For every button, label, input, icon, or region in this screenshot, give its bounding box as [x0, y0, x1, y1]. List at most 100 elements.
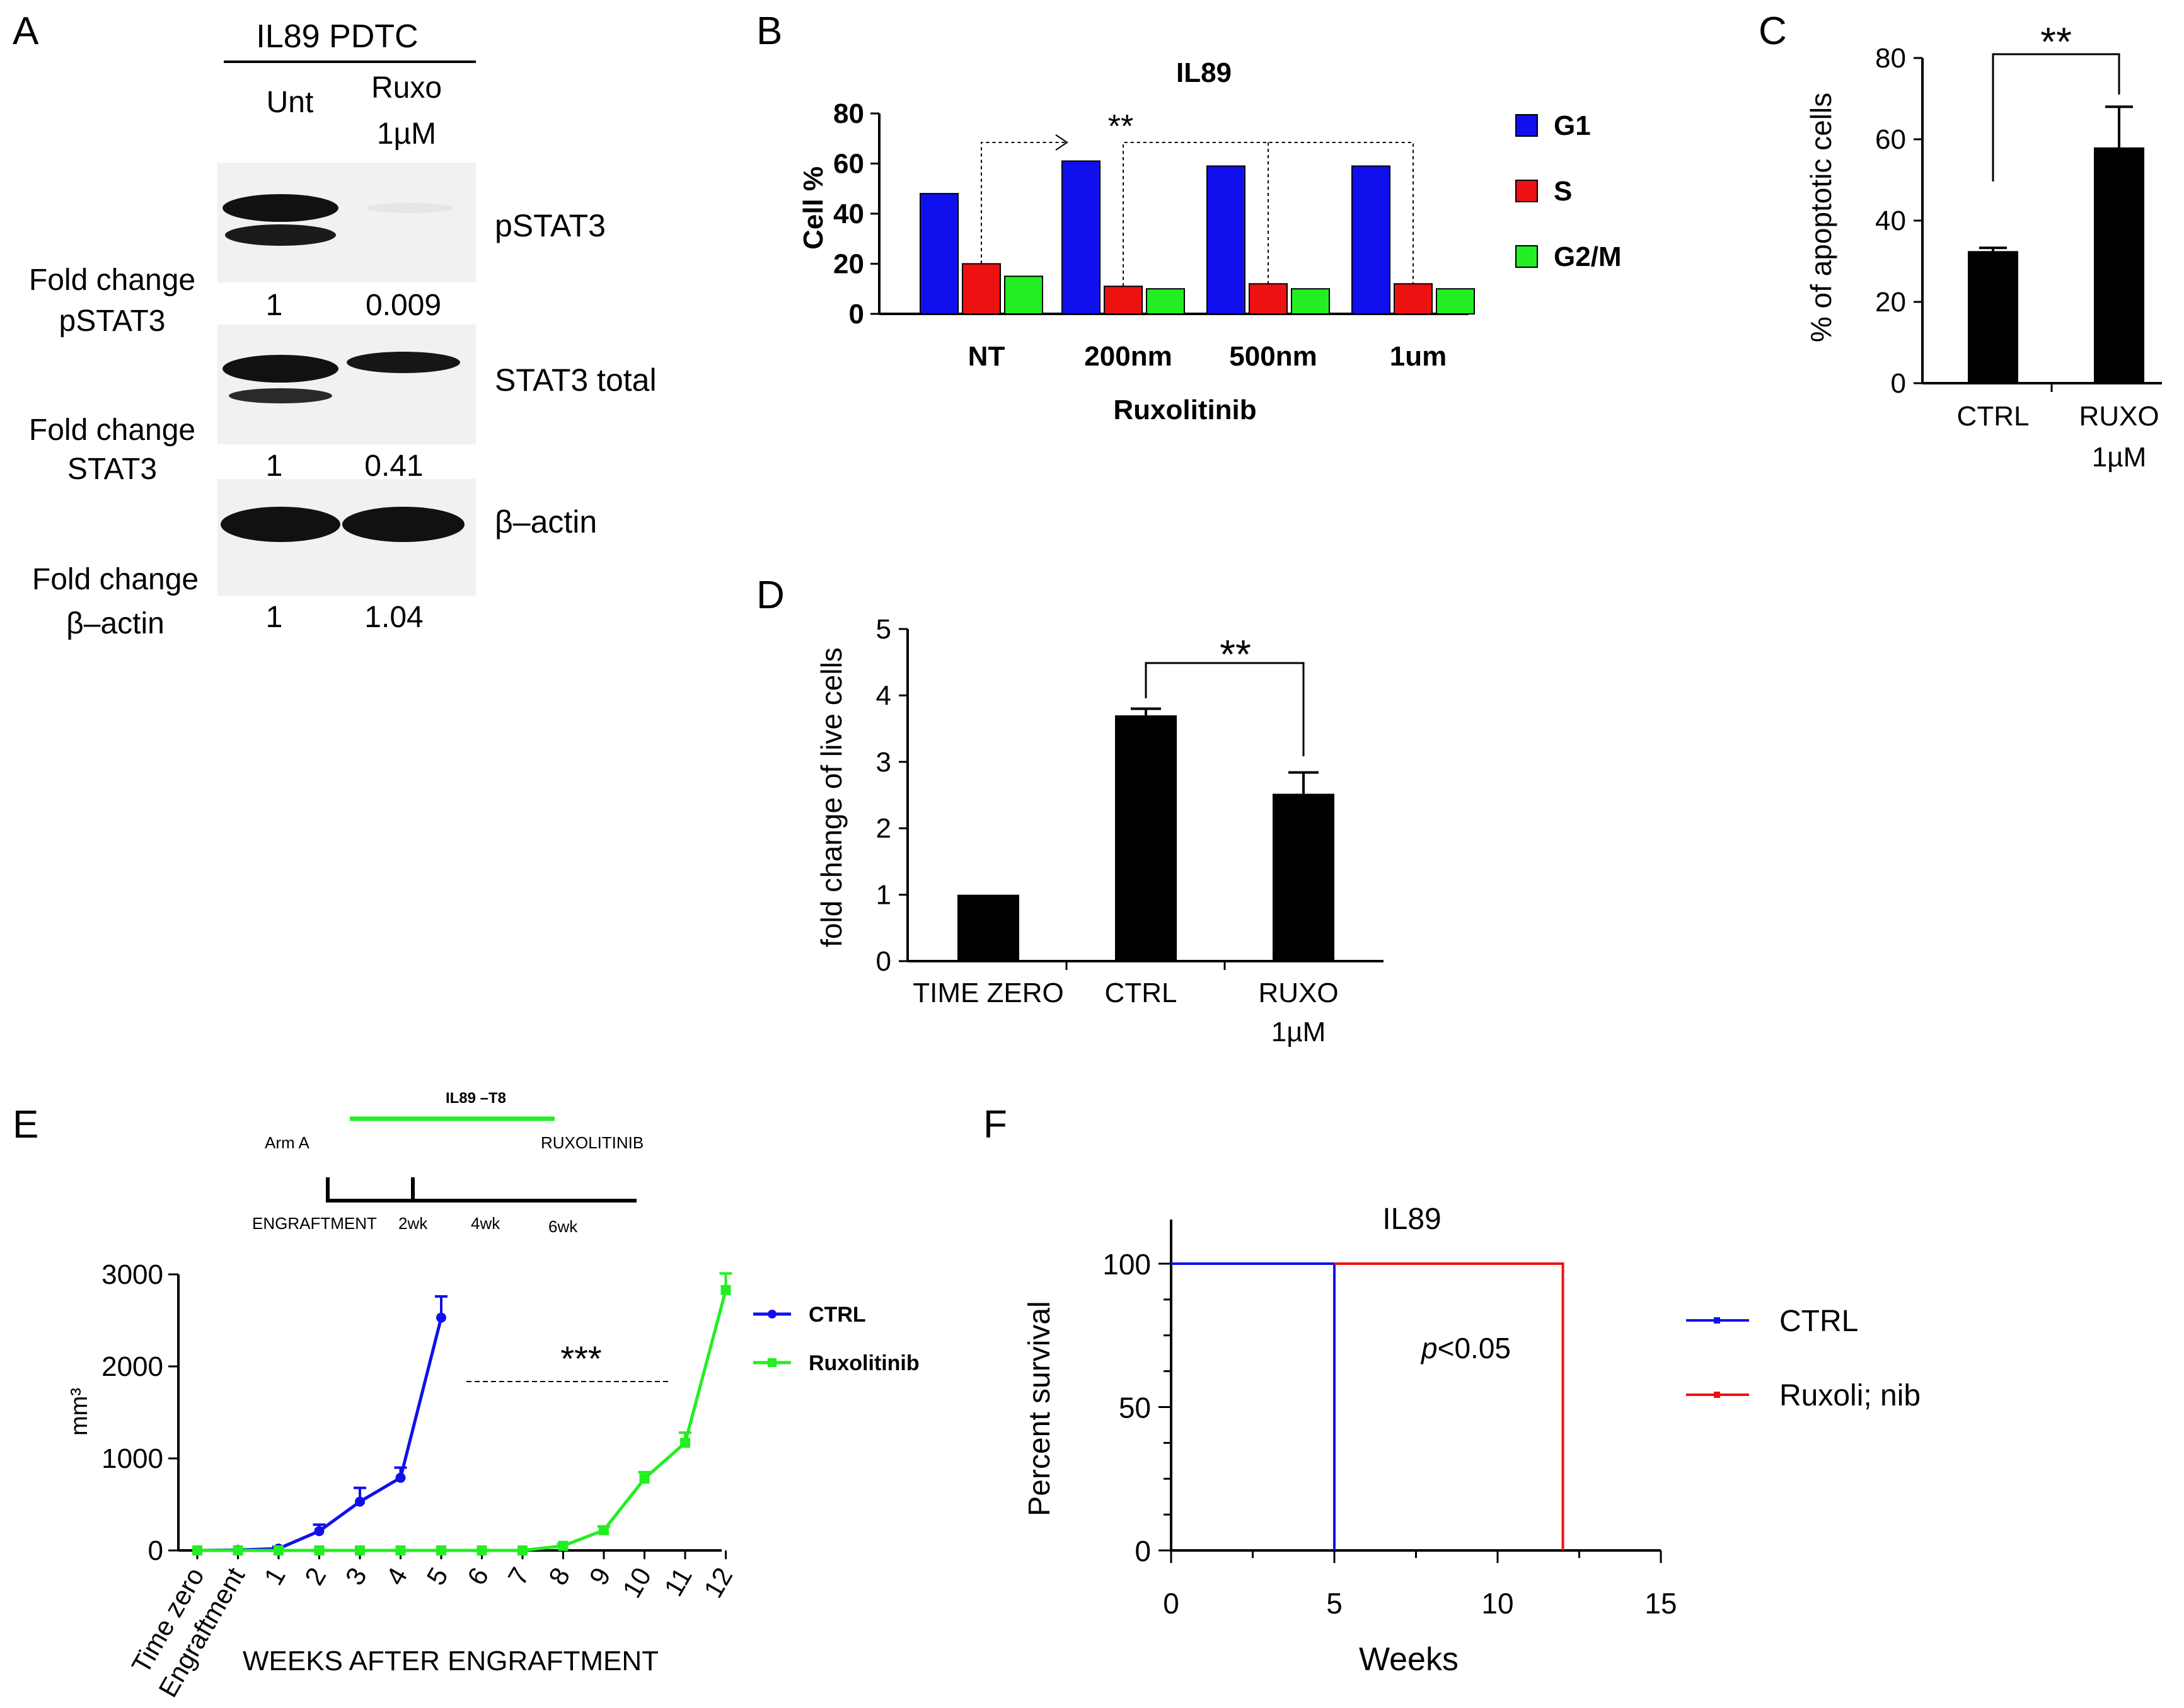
- chart-c-bar: [1968, 251, 2018, 383]
- chart-d-bar: [1273, 793, 1334, 961]
- chart-b-bar: [1291, 288, 1330, 314]
- blot-col-ruxo: Ruxo: [371, 71, 442, 105]
- chart-e-xtick-label: 3: [339, 1562, 372, 1590]
- fold-label-pstat3-1: Fold change: [29, 263, 195, 297]
- chart-e-point: [274, 1545, 284, 1555]
- chart-e-point: [558, 1540, 569, 1551]
- chart-e-point: [477, 1545, 487, 1555]
- panel-label-c: C: [1759, 9, 1787, 53]
- chart-f-xtick-label: 10: [1481, 1587, 1513, 1620]
- chart-b-bracket: [1123, 142, 1414, 287]
- chart-d-ylabel: fold change of live cells: [815, 647, 848, 947]
- panel-label-a: A: [13, 9, 39, 53]
- chart-e-legend-marker: [768, 1358, 777, 1367]
- chart-b-ylabel: Cell %: [798, 166, 829, 250]
- chart-d-significance: **: [1220, 632, 1251, 677]
- chart-d-ytick-label: 1: [876, 880, 891, 911]
- chart-f-ytick-label: 0: [1135, 1535, 1151, 1567]
- chart-e-xtick-label: 4: [380, 1562, 413, 1590]
- chart-b-ytick-label: 40: [833, 199, 864, 229]
- chart-e-ytick-label: 3000: [101, 1259, 163, 1290]
- chart-c-ytick-label: 60: [1875, 124, 1906, 155]
- blot-stat3-band-ruxo: [347, 352, 460, 373]
- chart-e-legend-label: Ruxolitinib: [809, 1351, 920, 1375]
- panel-f: F IL89 Percent survival Weeks p<0.05 050…: [983, 1103, 1921, 1678]
- fold-value-pstat3-ruxo: 0.009: [366, 289, 441, 322]
- chart-d-xtick-sublabel: 1µM: [1271, 1017, 1326, 1047]
- schema-treatment: RUXOLITINIB: [541, 1133, 644, 1152]
- chart-e-point: [599, 1525, 609, 1535]
- chart-f-ytick-label: 100: [1102, 1248, 1151, 1281]
- chart-f-xtick-label: 0: [1163, 1587, 1179, 1620]
- chart-e-point: [436, 1545, 446, 1555]
- chart-e-xtick-label: 6: [461, 1562, 494, 1590]
- chart-b-bar: [1146, 288, 1185, 314]
- chart-b-legend-swatch: [1515, 114, 1538, 137]
- blot-stat3-image: [217, 325, 476, 444]
- chart-b-bar: [1061, 160, 1101, 314]
- fold-value-pstat3-unt: 1: [266, 289, 283, 322]
- chart-e-series-line: [197, 1290, 727, 1552]
- blot-actin-band-unt: [221, 507, 340, 542]
- blot-pstat3-band-lower: [225, 224, 336, 246]
- chart-b-xlabel: Ruxolitinib: [1113, 395, 1256, 425]
- chart-f-pvalue-rest: <0.05: [1438, 1332, 1511, 1365]
- chart-e-xlabel: WEEKS AFTER ENGRAFTMENT: [243, 1646, 659, 1676]
- chart-e-xtick-label: 2: [299, 1562, 332, 1590]
- schema-label-2wk: 2wk: [398, 1214, 428, 1233]
- schema-arm: Arm A: [265, 1133, 309, 1152]
- schema-label-4wk: 4wk: [471, 1214, 500, 1233]
- chart-e-legend-marker: [768, 1310, 777, 1319]
- chart-f-xtick-label: 5: [1326, 1587, 1343, 1620]
- panel-e: E IL89 –T8 Arm A RUXOLITINIB ENGRAFTMENT…: [13, 1090, 920, 1702]
- chart-b-bracket-arrow: [1055, 134, 1068, 151]
- blot-stat3-band-lower: [229, 388, 332, 403]
- panel-label-d: D: [756, 574, 785, 617]
- chart-d-xtick-label: TIME ZERO: [913, 978, 1064, 1008]
- chart-e-point: [314, 1526, 325, 1537]
- chart-b-xtick-label: 1um: [1390, 341, 1447, 372]
- blot-row-label-pstat3: pSTAT3: [495, 208, 606, 243]
- chart-e-xtick-label: 11: [658, 1562, 698, 1601]
- chart-c-ytick-label: 0: [1891, 368, 1906, 399]
- chart-f-legend-marker: [1714, 1392, 1720, 1398]
- chart-e-point: [355, 1496, 365, 1507]
- chart-c-xtick-label: RUXO: [2079, 401, 2159, 432]
- blot-stat3-band-upper: [222, 355, 338, 383]
- schema-label-6wk: 6wk: [548, 1217, 578, 1236]
- chart-e-xtick-label: 8: [543, 1562, 575, 1590]
- chart-f-legend-label: CTRL: [1779, 1305, 1858, 1338]
- chart-f-ytick-label: 50: [1119, 1392, 1151, 1424]
- fold-label-actin-2: β–actin: [66, 607, 165, 640]
- chart-b-ytick-label: 20: [833, 249, 864, 280]
- chart-e-point: [233, 1545, 243, 1555]
- chart-f-pvalue: p<0.05: [1420, 1332, 1511, 1365]
- chart-f-survival-line: [1334, 1262, 1564, 1550]
- chart-b-bar: [1249, 283, 1288, 314]
- chart-b-bracket: [981, 142, 1065, 264]
- chart-b-bar: [1104, 286, 1143, 314]
- schema-label-engraftment: ENGRAFTMENT: [252, 1214, 377, 1233]
- chart-b-legend-label: S: [1554, 176, 1572, 207]
- chart-e-xtick-label: 9: [583, 1562, 616, 1590]
- chart-d-xtick-label: RUXO: [1258, 978, 1338, 1008]
- chart-d-ytick-label: 4: [876, 680, 891, 711]
- chart-e-series-line: [197, 1317, 443, 1552]
- chart-c-significance: **: [2040, 19, 2072, 64]
- fold-value-actin-ruxo: 1.04: [364, 601, 423, 634]
- fold-label-stat3-2: STAT3: [67, 453, 157, 486]
- chart-f-xtick-label: 15: [1644, 1587, 1677, 1620]
- chart-b-xtick-label: NT: [968, 341, 1005, 372]
- chart-b-xtick-label: 200nm: [1084, 341, 1172, 372]
- chart-f-survival-line: [1171, 1262, 1336, 1550]
- chart-e-point: [395, 1472, 406, 1483]
- fold-label-stat3-1: Fold change: [29, 413, 195, 447]
- chart-b-bar: [1004, 275, 1043, 314]
- chart-e-point: [314, 1545, 325, 1555]
- chart-f-xlabel: Weeks: [1359, 1641, 1459, 1678]
- chart-f-title: IL89: [1382, 1203, 1441, 1236]
- chart-e-ytick-label: 1000: [101, 1443, 163, 1474]
- chart-e-significance: ***: [560, 1339, 601, 1378]
- chart-b-bar: [1436, 288, 1475, 314]
